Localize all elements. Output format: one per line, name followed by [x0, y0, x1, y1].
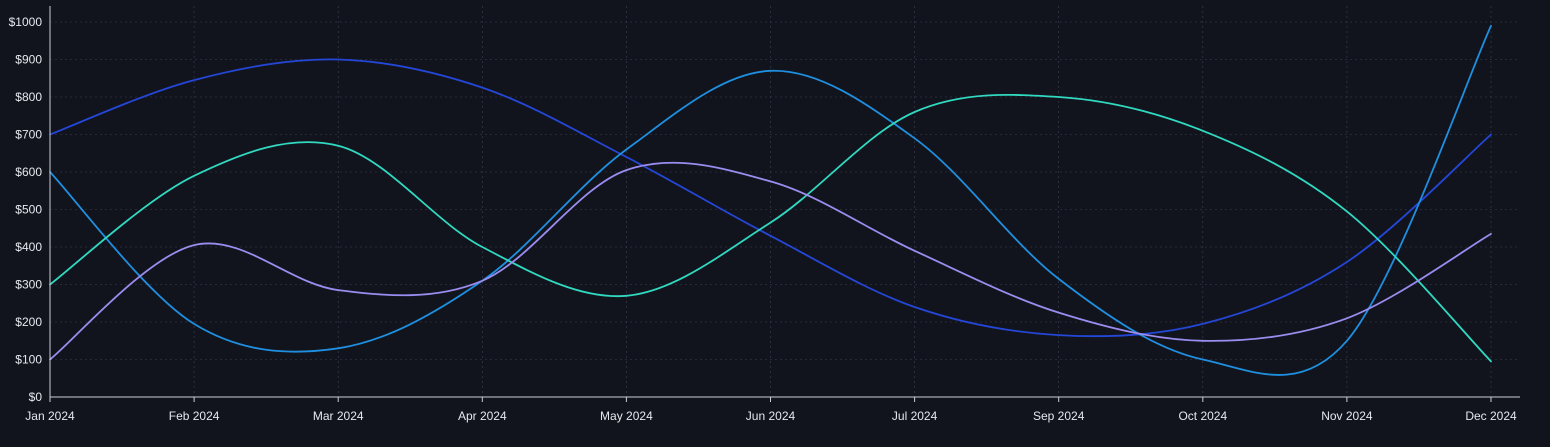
x-tick-label: Jan 2024	[25, 409, 75, 423]
x-tick-label: Oct 2024	[1178, 409, 1227, 423]
y-tick-label: $300	[15, 278, 42, 292]
series-line-2	[49, 24, 1492, 376]
y-tick-label: $900	[15, 53, 42, 67]
y-tick-label: $500	[15, 203, 42, 217]
y-tick-label: $1000	[9, 15, 43, 29]
y-tick-label: $100	[15, 353, 42, 367]
x-tick-label: Sep 2024	[1033, 409, 1085, 423]
y-tick-label: $800	[15, 90, 42, 104]
grid	[50, 6, 1520, 397]
x-tick-label: Jul 2024	[892, 409, 938, 423]
series-line-3	[49, 93, 1492, 363]
y-tick-label: $600	[15, 165, 42, 179]
y-tick-label: $0	[29, 390, 43, 404]
x-tick-label: Nov 2024	[1321, 409, 1373, 423]
series-line-4	[49, 161, 1492, 361]
x-tick-label: Dec 2024	[1465, 409, 1517, 423]
series-line-1	[49, 58, 1492, 338]
y-tick-label: $400	[15, 240, 42, 254]
x-tick-label: Jun 2024	[746, 409, 796, 423]
y-tick-label: $200	[15, 315, 42, 329]
series-lines	[49, 24, 1492, 376]
y-tick-label: $700	[15, 128, 42, 142]
x-tick-label: May 2024	[600, 409, 653, 423]
x-tick-label: Mar 2024	[313, 409, 364, 423]
axes: $0 $100 $200 $300 $400 $500 $600 $700 $800 $900 $1…	[9, 6, 1520, 423]
x-tick-label: Apr 2024	[458, 409, 507, 423]
x-tick-label: Feb 2024	[169, 409, 220, 423]
